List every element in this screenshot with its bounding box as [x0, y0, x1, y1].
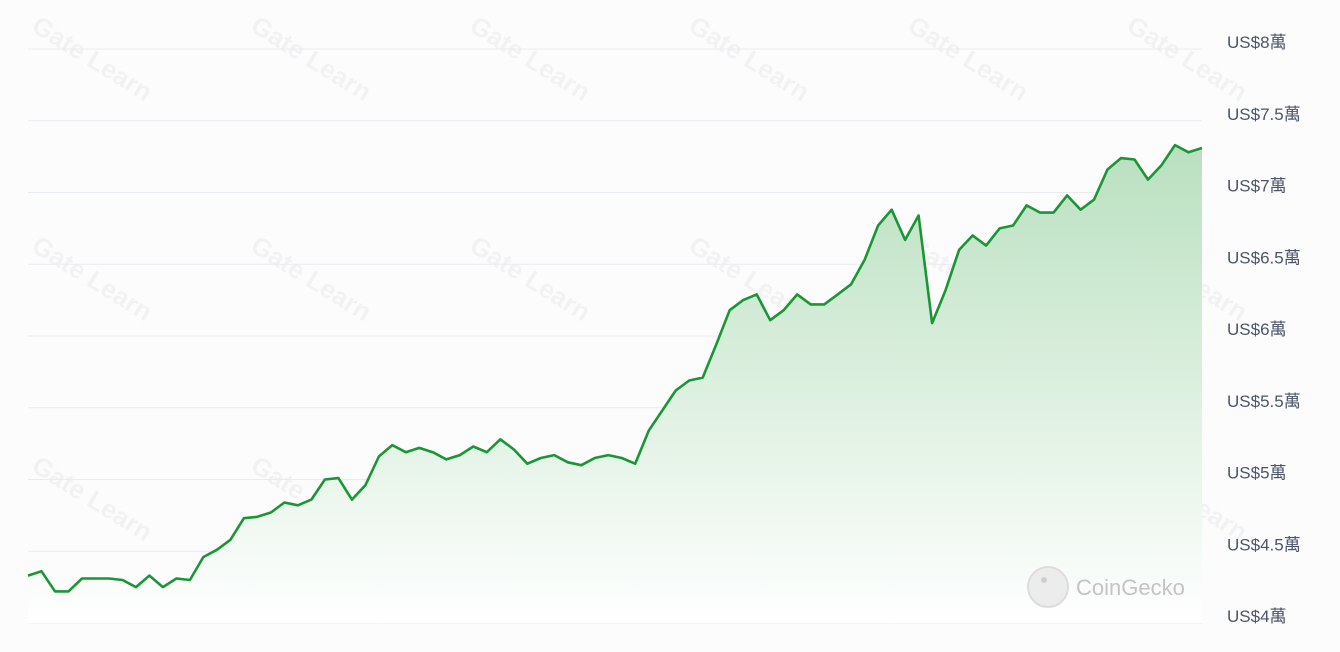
gate-learn-watermark: Gate Learn — [27, 230, 158, 327]
gate-learn-watermark: Gate Learn — [246, 230, 377, 327]
price-area-fill — [28, 145, 1202, 623]
y-tick-label: US$5.5萬 — [1227, 392, 1301, 411]
y-tick-label: US$4萬 — [1227, 607, 1287, 626]
y-tick-label: US$8萬 — [1227, 33, 1287, 52]
gate-learn-watermark: Gate Learn — [684, 10, 815, 107]
gate-learn-watermark: Gate Learn — [246, 10, 377, 107]
y-tick-label: US$4.5萬 — [1227, 535, 1301, 554]
y-tick-label: US$7.5萬 — [1227, 105, 1301, 124]
gate-learn-watermark: Gate Learn — [27, 10, 158, 107]
y-axis-labels: US$8萬 US$7.5萬 US$7萬 US$6.5萬 US$6萬 US$5.5萬 US$5… — [1227, 33, 1301, 626]
gate-learn-watermark: Gate Learn — [465, 230, 596, 327]
gate-learn-watermark: Gate Learn — [27, 450, 158, 547]
coingecko-logo: CoinGecko — [1027, 566, 1185, 608]
y-tick-label: US$7萬 — [1227, 177, 1287, 196]
gate-learn-watermark: Gate Learn — [465, 10, 596, 107]
gate-learn-watermark: Gate Learn — [1122, 10, 1253, 107]
gate-learn-watermark: Gate Learn — [903, 10, 1034, 107]
y-tick-label: US$5萬 — [1227, 464, 1287, 483]
coingecko-watermark-text: CoinGecko — [1076, 575, 1185, 600]
y-tick-label: US$6.5萬 — [1227, 248, 1301, 267]
price-line — [27, 143, 1203, 593]
y-tick-label: US$6萬 — [1227, 320, 1287, 339]
